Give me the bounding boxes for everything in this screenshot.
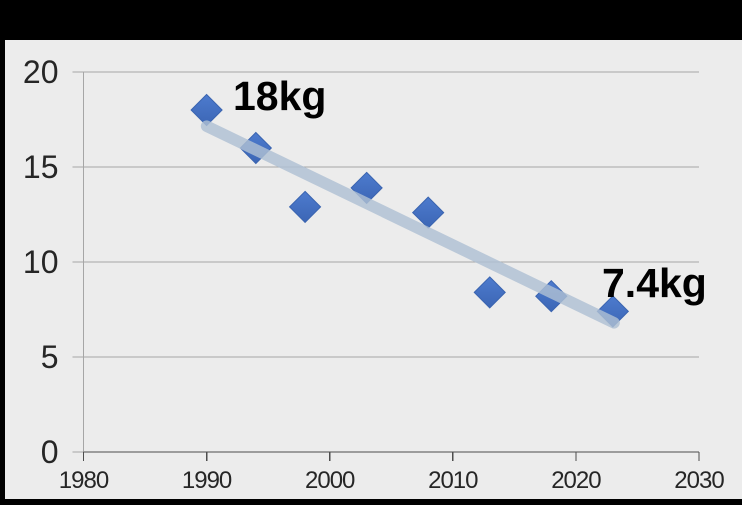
annotation-end-value: 7.4kg (602, 260, 707, 306)
x-tick-label: 1980 (59, 467, 109, 494)
x-tick-label: 2000 (305, 467, 355, 494)
y-tick-label: 10 (23, 244, 59, 280)
y-tick-label: 5 (41, 339, 59, 375)
y-tick-label: 20 (23, 54, 59, 90)
data-point-diamond (473, 276, 506, 309)
x-tick-label: 1990 (182, 467, 232, 494)
y-tick-label: 15 (23, 149, 59, 185)
trendline (200, 120, 620, 329)
data-point-diamond (288, 190, 322, 224)
x-tick-label: 2020 (551, 467, 601, 494)
x-tick-label: 2010 (428, 467, 478, 494)
annotation-start-value: 18kg (233, 73, 327, 119)
scatter-plot: 0 5 10 15 20 1980 1990 2000 2010 2020 2030 (23, 54, 725, 494)
plot-area: 0 5 10 15 20 1980 1990 2000 2010 2020 2030 18kg 7.… (5, 40, 742, 499)
y-tick-label: 0 (41, 434, 59, 470)
x-tick-label: 2030 (674, 467, 724, 494)
